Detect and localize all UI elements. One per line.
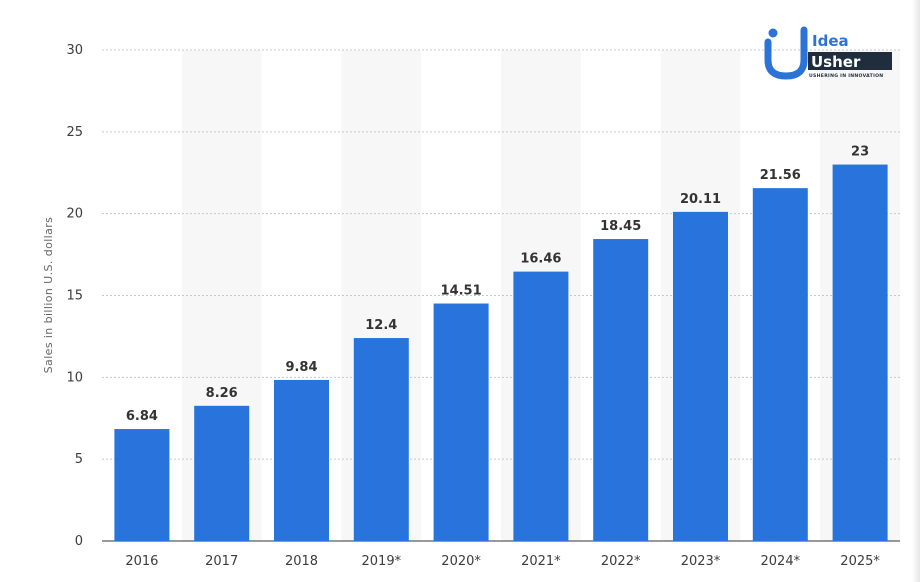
bars <box>114 164 888 542</box>
bar-2019-projected <box>353 338 409 541</box>
logo-dot <box>768 28 778 38</box>
y-tick-label: 25 <box>66 125 83 140</box>
bar-2023-projected <box>673 211 728 541</box>
bar-value-label: 6.84 <box>126 409 158 424</box>
data-labels: 6.84 8.26 9.84 12.4 14.51 16.46 18.45 20.11 21.5… <box>126 145 869 424</box>
x-tick-label: 2019* <box>362 554 402 569</box>
bar-value-label: 23 <box>851 145 869 160</box>
bar-2018 <box>274 379 329 541</box>
logo-idea-text: Idea <box>812 32 849 50</box>
x-tick-label: 2023* <box>681 554 721 569</box>
x-tick-label: 2021* <box>521 554 561 569</box>
x-tick-label: 2022* <box>601 554 641 569</box>
bar-2022-projected <box>593 239 649 541</box>
bar-value-label: 9.84 <box>285 360 317 375</box>
y-tick-label: 10 <box>66 370 83 385</box>
y-tick-label: 0 <box>75 534 83 549</box>
x-tick-label: 2018 <box>285 554 318 569</box>
logo-usher-background <box>808 52 892 70</box>
bar-2016 <box>114 429 170 541</box>
bar-value-label: 18.45 <box>600 219 641 234</box>
bar-2017 <box>194 405 250 541</box>
idea-usher-logo: Idea Usher USHERING IN INNOVATION <box>764 26 892 80</box>
bar-value-label: 20.11 <box>680 192 721 207</box>
logo-tagline: USHERING IN INNOVATION <box>809 73 883 79</box>
logo-usher-text: Usher <box>811 53 861 71</box>
y-axis-ticks: 0 5 10 15 20 25 30 <box>66 43 83 549</box>
bar-value-label: 14.51 <box>441 284 482 299</box>
y-tick-label: 30 <box>66 43 83 58</box>
x-tick-label: 2024* <box>761 554 801 569</box>
right-edge-shadow <box>912 0 920 582</box>
bar-2020-projected <box>433 303 489 541</box>
bar-2021-projected <box>513 271 569 541</box>
bar-value-label: 16.46 <box>520 252 561 267</box>
bar-value-label: 8.26 <box>206 386 238 401</box>
bar-value-label: 12.4 <box>365 318 397 333</box>
x-tick-label: 2016 <box>125 554 158 569</box>
y-tick-label: 15 <box>66 289 83 304</box>
y-tick-label: 20 <box>66 207 83 222</box>
bar-value-label: 21.56 <box>760 168 801 183</box>
logo-u-mark <box>764 26 808 80</box>
y-tick-label: 5 <box>75 452 83 467</box>
y-axis-title: Sales in billion U.S. dollars <box>42 217 55 374</box>
bar-2025-projected <box>832 164 888 542</box>
x-tick-label: 2025* <box>840 554 880 569</box>
x-tick-label: 2020* <box>441 554 481 569</box>
x-axis-ticks: 2016 2017 2018 2019* 2020* 2021* 2022* 2023* 202… <box>125 554 880 569</box>
x-tick-label: 2017 <box>205 554 238 569</box>
bar-2024-projected <box>752 188 808 541</box>
